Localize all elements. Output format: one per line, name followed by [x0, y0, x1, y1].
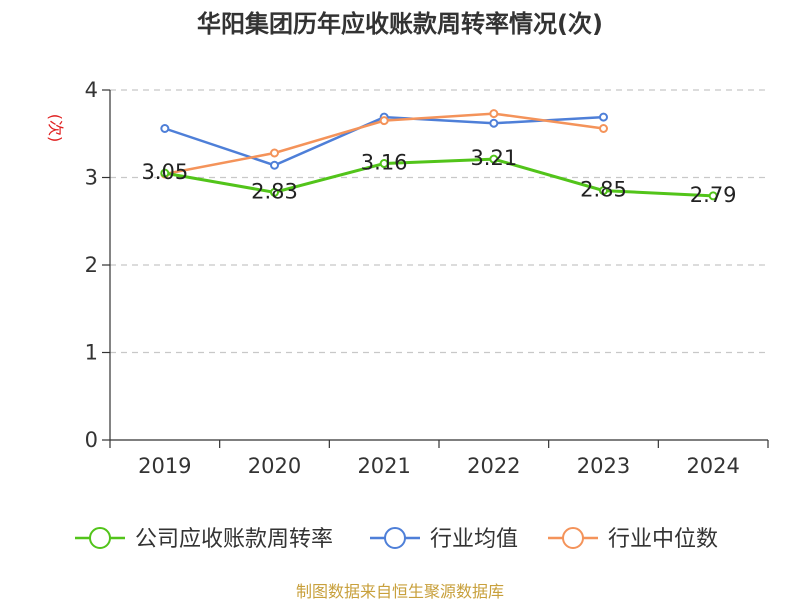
data-point [270, 148, 279, 158]
data-point [379, 116, 389, 126]
x-tick-label: 2021 [357, 454, 410, 478]
data-label: 3.05 [141, 160, 188, 184]
y-tick-label: 2 [85, 253, 98, 277]
chart-title: 华阳集团历年应收账款周转率情况(次) [197, 10, 603, 38]
y-tick-label: 1 [85, 341, 98, 365]
legend-item: 公司应收账款周转率 [75, 527, 333, 552]
data-point [489, 109, 499, 119]
x-tick-label: 2024 [686, 454, 739, 478]
grid-lines [110, 89, 768, 354]
data-point [270, 160, 279, 170]
x-tick-label: 2022 [467, 454, 520, 478]
y-axis-label: (次) [46, 114, 65, 143]
legend-marker [384, 527, 406, 549]
data-point [599, 112, 608, 122]
data-point [599, 124, 608, 133]
series [160, 109, 718, 201]
data-label: 3.16 [361, 151, 408, 175]
legend-marker [89, 527, 111, 549]
data-label: 3.21 [470, 146, 517, 170]
legend-item: 行业中位数 [548, 527, 718, 552]
data-label: 2.85 [580, 178, 627, 202]
data-point [270, 187, 279, 197]
data-point [489, 118, 499, 128]
series-line-0 [164, 157, 714, 198]
x-tick-label: 2020 [248, 454, 301, 478]
legend: 公司应收账款周转率 行业均值 行业中位数 [75, 527, 718, 552]
x-tick-label: 2023 [577, 454, 630, 478]
data-label: 2.83 [251, 179, 298, 203]
source-note: 制图数据来自恒生聚源数据库 [295, 582, 504, 601]
x-tick-label: 2019 [138, 454, 191, 478]
y-tick-label: 0 [85, 428, 98, 452]
legend-marker [562, 527, 584, 549]
legend-label: 行业均值 [430, 527, 518, 552]
data-labels: 3.05 2.83 3.16 3.21 2.85 2.79 [141, 146, 736, 207]
y-tick-label: 4 [85, 78, 98, 102]
data-point [160, 124, 170, 133]
y-tick-label: 3 [85, 166, 98, 190]
legend-label: 公司应收账款周转率 [135, 527, 333, 552]
axes: 0 1 2 3 4 2019 2020 2021 2022 2023 2024 [85, 78, 769, 478]
data-point [599, 186, 608, 196]
data-point [489, 154, 499, 164]
data-point [379, 159, 389, 168]
legend-item: 行业均值 [370, 527, 518, 552]
data-label: 2.79 [690, 183, 737, 207]
legend-label: 行业中位数 [608, 527, 718, 552]
data-point [708, 191, 718, 201]
data-point [160, 168, 170, 178]
